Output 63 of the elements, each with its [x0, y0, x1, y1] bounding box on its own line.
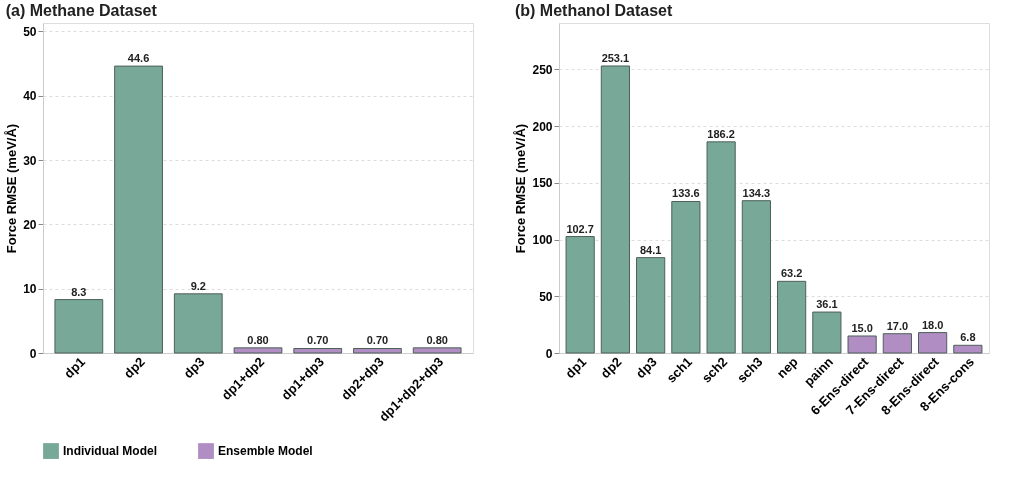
bar	[918, 332, 948, 354]
bar	[953, 344, 983, 354]
y-tick-label: 30	[23, 153, 37, 168]
y-tick-label: 250	[532, 62, 553, 77]
y-tick-label: 40	[23, 89, 37, 104]
bar	[600, 65, 630, 354]
bar	[706, 141, 736, 354]
data-label: 0.70	[366, 334, 389, 347]
legend-label: Ensemble Model	[218, 444, 313, 459]
data-label: 0.70	[307, 334, 329, 347]
bar	[54, 299, 104, 354]
data-label: 6.8	[960, 331, 976, 344]
data-label: 134.3	[742, 186, 771, 199]
y-tick-label: 50	[539, 289, 553, 304]
x-tick-label: dp1	[562, 354, 590, 382]
bar	[412, 347, 462, 354]
data-label: 63.2	[780, 267, 803, 280]
data-label: 18.0	[921, 318, 944, 331]
data-label: 0.80	[247, 333, 269, 346]
y-tick-label: 50	[23, 24, 37, 39]
x-tick-label: dp2	[120, 354, 148, 382]
data-label: 8.3	[71, 285, 87, 298]
y-axis-title: Force RMSE (meV/Å)	[513, 123, 529, 254]
data-label: 9.2	[190, 279, 206, 292]
y-tick-label: 100	[532, 233, 553, 248]
bar	[882, 333, 912, 354]
chart-title: (b) Methanol Dataset	[514, 2, 673, 19]
data-label: 36.1	[816, 298, 838, 311]
y-tick-label: 10	[23, 282, 37, 297]
y-tick-label: 150	[532, 176, 553, 191]
bar	[636, 257, 666, 354]
bar	[114, 65, 163, 354]
data-label: 17.0	[886, 319, 909, 332]
bar	[293, 348, 343, 354]
x-tick-label: nep	[773, 354, 801, 382]
bar	[353, 348, 402, 354]
y-axis-title: Force RMSE (meV/Å)	[4, 123, 20, 254]
data-label: 15.0	[851, 321, 873, 334]
data-label: 102.7	[566, 222, 594, 235]
y-tick-label: 20	[23, 217, 37, 232]
bar	[812, 311, 842, 354]
bar	[847, 335, 877, 354]
x-tick-label: dp3	[632, 354, 660, 382]
data-label: 84.1	[639, 243, 662, 256]
y-tick-label: 200	[532, 119, 553, 134]
data-label: 0.80	[426, 333, 448, 346]
x-tick-label: dp2	[597, 354, 625, 382]
y-tick-label: 0	[29, 346, 37, 361]
data-label: 133.6	[672, 187, 700, 200]
legend-label: Individual Model	[63, 444, 158, 459]
bar	[671, 200, 701, 354]
x-tick-label: dp1	[61, 354, 89, 382]
bar	[173, 293, 223, 354]
data-label: 186.2	[707, 127, 735, 140]
bar	[565, 236, 595, 354]
chart-title: (a) Methane Dataset	[5, 2, 158, 19]
y-tick-label: 0	[545, 346, 553, 361]
bar	[741, 200, 771, 354]
data-label: 44.6	[127, 52, 150, 65]
data-label: 253.1	[601, 51, 630, 64]
bar	[777, 280, 807, 354]
bar	[233, 347, 283, 354]
x-tick-label: dp3	[180, 354, 208, 382]
